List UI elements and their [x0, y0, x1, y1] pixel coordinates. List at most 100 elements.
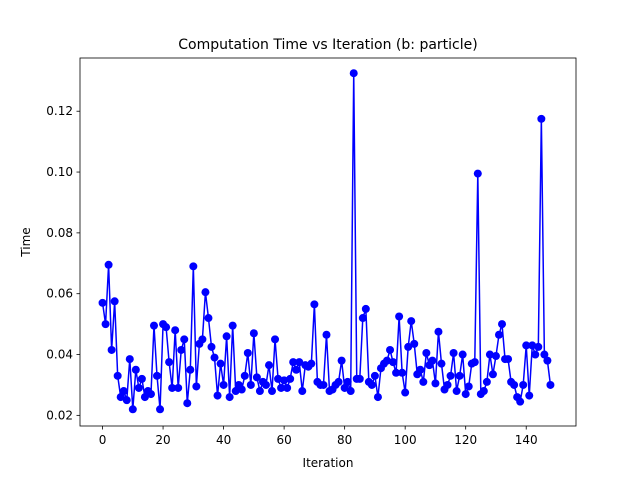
- data-point: [522, 341, 531, 350]
- data-point: [243, 349, 252, 358]
- data-point: [458, 350, 467, 359]
- data-point: [255, 387, 264, 396]
- data-point: [437, 359, 446, 368]
- data-point: [189, 262, 198, 271]
- x-tick-label: 0: [99, 433, 107, 447]
- data-point: [525, 391, 534, 400]
- data-point: [461, 390, 470, 399]
- data-point: [116, 393, 125, 402]
- data-point: [165, 358, 174, 367]
- data-point: [498, 320, 507, 329]
- data-point: [464, 382, 473, 391]
- data-point: [137, 374, 146, 383]
- data-point: [280, 376, 289, 385]
- data-point: [104, 260, 113, 269]
- data-point: [286, 374, 295, 383]
- data-point: [428, 356, 437, 365]
- data-point: [222, 332, 231, 341]
- data-point: [261, 380, 270, 389]
- data-point: [519, 380, 528, 389]
- data-point: [419, 377, 428, 386]
- data-point: [171, 326, 180, 335]
- data-point: [537, 114, 546, 123]
- data-point: [443, 380, 452, 389]
- data-point: [346, 387, 355, 396]
- data-point: [386, 345, 395, 354]
- data-point: [210, 353, 219, 362]
- data-point: [470, 358, 479, 367]
- data-point: [274, 374, 283, 383]
- data-point: [482, 377, 491, 386]
- data-point: [422, 349, 431, 358]
- data-point: [340, 383, 349, 392]
- data-point: [395, 312, 404, 321]
- data-point: [383, 356, 392, 365]
- y-tick-label: 0.08: [46, 226, 73, 240]
- data-point: [546, 380, 555, 389]
- data-point: [334, 377, 343, 386]
- data-point: [207, 342, 216, 351]
- data-point: [310, 300, 319, 309]
- data-point: [107, 345, 116, 354]
- data-point: [434, 327, 443, 336]
- data-point: [168, 383, 177, 392]
- data-point: [389, 358, 398, 367]
- data-point: [401, 388, 410, 397]
- data-point: [491, 352, 500, 361]
- x-tick-label: 80: [337, 433, 352, 447]
- y-tick-label: 0.12: [46, 104, 73, 118]
- data-point: [140, 393, 149, 402]
- data-point: [246, 380, 255, 389]
- data-point: [298, 387, 307, 396]
- data-point: [101, 320, 110, 329]
- data-point: [113, 371, 122, 380]
- data-point: [98, 298, 107, 307]
- data-point: [370, 371, 379, 380]
- data-point: [343, 377, 352, 386]
- data-point: [295, 358, 304, 367]
- data-point: [446, 371, 455, 380]
- data-point: [110, 297, 119, 306]
- data-point: [174, 383, 183, 392]
- data-point: [373, 393, 382, 402]
- data-point: [543, 356, 552, 365]
- plot-frame: [79, 57, 577, 427]
- data-point: [452, 387, 461, 396]
- y-axis-label: Time: [19, 227, 33, 257]
- x-axis-label: Iteration: [303, 456, 354, 470]
- data-point: [264, 361, 273, 370]
- data-point: [225, 393, 234, 402]
- data-point: [149, 321, 158, 330]
- data-point: [153, 371, 162, 380]
- data-point: [192, 382, 201, 391]
- data-point: [349, 69, 358, 78]
- x-tick-label: 20: [155, 433, 170, 447]
- data-point: [319, 380, 328, 389]
- data-point: [283, 383, 292, 392]
- data-point: [540, 350, 549, 359]
- data-point: [307, 359, 316, 368]
- y-tick-label: 0.04: [46, 348, 73, 362]
- data-point: [198, 335, 207, 344]
- data-point: [125, 355, 134, 364]
- data-point: [216, 359, 225, 368]
- data-point: [407, 317, 416, 326]
- data-point: [162, 323, 171, 332]
- data-point: [516, 397, 525, 406]
- data-point: [213, 391, 222, 400]
- data-point: [431, 379, 440, 388]
- data-point: [528, 341, 537, 350]
- data-point: [358, 314, 367, 323]
- data-point: [156, 405, 165, 414]
- data-point: [249, 329, 258, 338]
- data-point: [237, 385, 246, 394]
- data-point: [292, 365, 301, 374]
- data-point: [134, 383, 143, 392]
- data-point: [488, 370, 497, 379]
- data-point: [204, 314, 213, 323]
- data-point: [504, 355, 513, 364]
- data-point: [534, 342, 543, 351]
- data-point: [355, 374, 364, 383]
- data-point: [146, 390, 155, 399]
- data-point: [337, 356, 346, 365]
